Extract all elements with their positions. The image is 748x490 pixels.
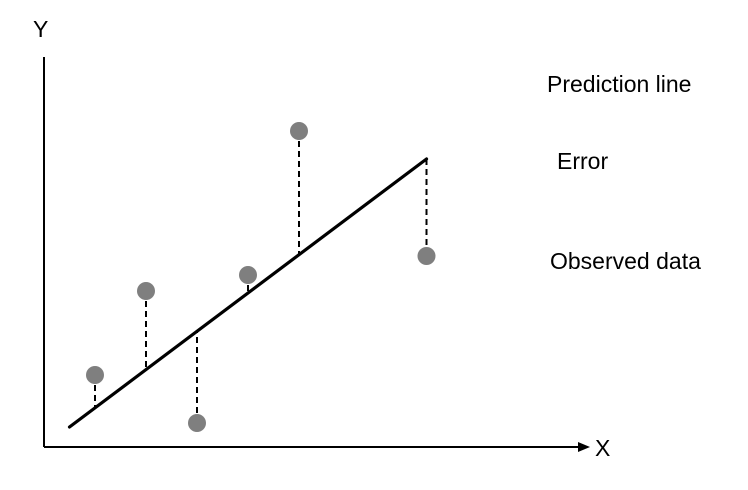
prediction-line (67, 157, 429, 429)
observed-point (137, 282, 155, 300)
observed-data-label: Observed data (550, 248, 701, 274)
observed-point (290, 122, 308, 140)
y-axis-label: Y (33, 16, 48, 42)
x-axis-arrowhead (578, 442, 590, 452)
prediction-line-label: Prediction line (547, 71, 691, 97)
observed-point (188, 414, 206, 432)
observed-point (239, 266, 257, 284)
error-label: Error (557, 148, 608, 174)
x-axis-label: X (595, 435, 610, 461)
observed-point (86, 366, 104, 384)
chart-marks (67, 122, 436, 432)
legend-observed-point (417, 247, 436, 265)
